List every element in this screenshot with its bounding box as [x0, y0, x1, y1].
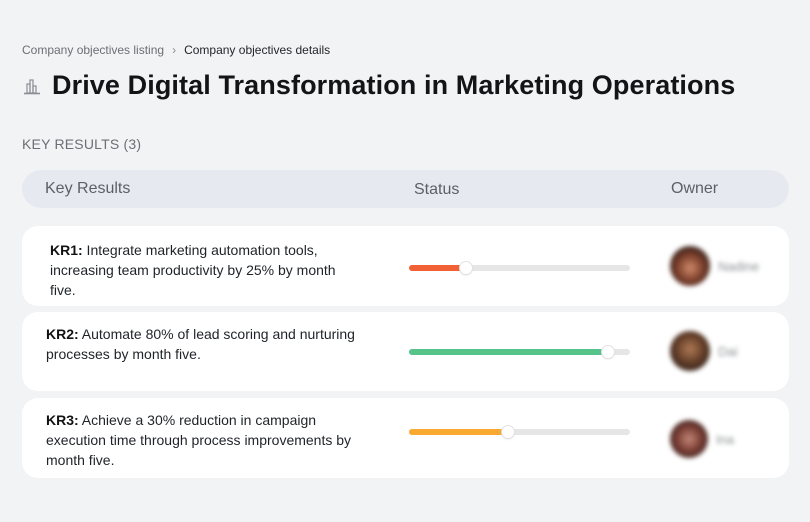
- avatar: [670, 331, 710, 371]
- progress-slider[interactable]: [409, 262, 630, 274]
- owner-name: Nadine: [718, 258, 760, 274]
- owner-name: Ina: [716, 431, 735, 447]
- avatar: [670, 420, 708, 458]
- column-header-key-results: Key Results: [45, 180, 131, 197]
- buildings-chart-icon: [22, 76, 42, 96]
- key-result-id: KR1:: [50, 242, 83, 258]
- key-result-row[interactable]: KR1: Integrate marketing automation tool…: [22, 226, 789, 306]
- breadcrumb-current: Company objectives details: [184, 43, 331, 57]
- progress-fill: [409, 265, 467, 271]
- key-result-description: Integrate marketing automation tools, in…: [50, 242, 336, 298]
- key-result-row[interactable]: KR2: Automate 80% of lead scoring and nu…: [22, 312, 789, 391]
- key-result-id: KR2:: [46, 326, 79, 342]
- key-result-text: KR3: Achieve a 30% reduction in campaign…: [46, 410, 376, 470]
- key-results-count-label: KEY RESULTS (3): [22, 136, 142, 152]
- key-result-description: Achieve a 30% reduction in campaign exec…: [46, 412, 352, 468]
- owner[interactable]: Nadine: [670, 246, 759, 286]
- key-result-text: KR2: Automate 80% of lead scoring and nu…: [46, 324, 376, 364]
- slider-thumb[interactable]: [460, 262, 473, 274]
- chevron-right-icon: ›: [172, 43, 177, 57]
- owner[interactable]: Dai: [670, 331, 738, 371]
- owner[interactable]: Ina: [670, 420, 734, 458]
- page-title: Drive Digital Transformation in Marketin…: [52, 70, 736, 100]
- breadcrumb-link-listing[interactable]: Company objectives listing: [22, 43, 165, 57]
- breadcrumb: Company objectives listing › Company obj…: [22, 43, 330, 57]
- progress-fill: [409, 349, 608, 355]
- column-header-owner: Owner: [671, 180, 719, 197]
- slider-thumb[interactable]: [601, 346, 614, 358]
- slider-thumb[interactable]: [502, 426, 515, 438]
- progress-slider[interactable]: [409, 346, 630, 358]
- table-header: Key Results Status Owner: [22, 170, 789, 208]
- key-result-text: KR1: Integrate marketing automation tool…: [50, 240, 350, 300]
- key-result-id: KR3:: [46, 412, 79, 428]
- key-result-description: Automate 80% of lead scoring and nurturi…: [46, 326, 355, 362]
- key-result-row[interactable]: KR3: Achieve a 30% reduction in campaign…: [22, 398, 789, 478]
- progress-fill: [409, 429, 509, 435]
- progress-slider[interactable]: [409, 426, 630, 438]
- column-header-status: Status: [414, 181, 460, 198]
- owner-name: Dai: [718, 343, 738, 359]
- title-row: Drive Digital Transformation in Marketin…: [22, 70, 735, 101]
- avatar: [670, 246, 710, 286]
